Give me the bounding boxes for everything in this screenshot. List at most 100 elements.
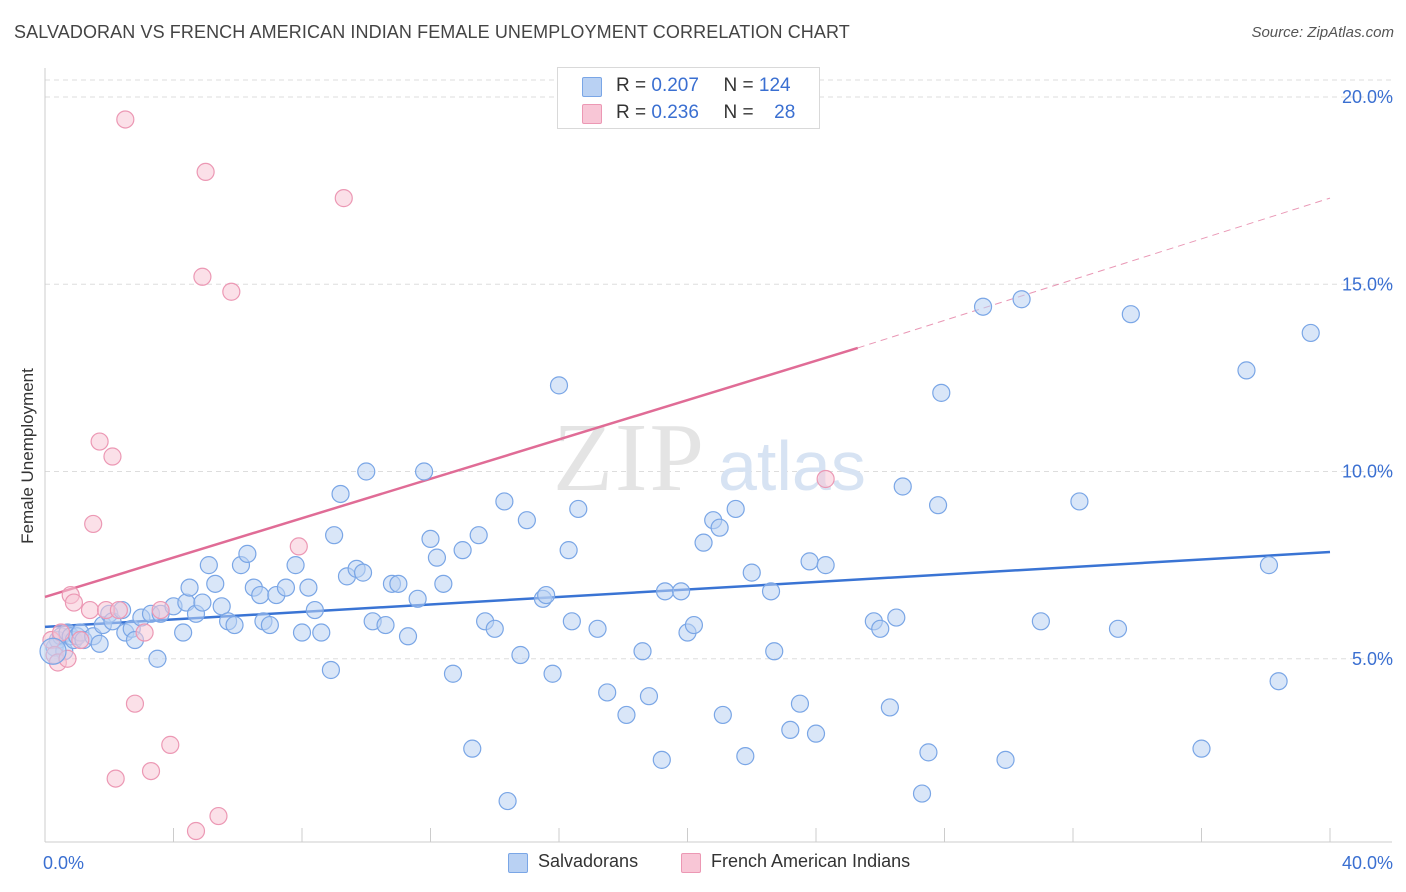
point-french-american-indians	[84, 514, 103, 534]
point-salvadorans	[376, 615, 395, 635]
point-salvadorans	[148, 649, 167, 668]
point-french-american-indians	[151, 600, 170, 620]
point-salvadorans	[1070, 492, 1089, 511]
point-salvadorans	[238, 544, 257, 563]
point-salvadorans	[325, 526, 344, 545]
point-salvadorans	[569, 499, 588, 519]
point-salvadorans	[588, 619, 607, 638]
point-salvadorans	[421, 529, 440, 549]
point-french-american-indians	[106, 769, 125, 788]
point-salvadorans	[389, 574, 408, 593]
point-salvadorans	[549, 376, 569, 395]
point-salvadorans	[694, 533, 713, 552]
point-salvadorans	[331, 484, 350, 504]
point-salvadorans	[292, 623, 312, 642]
blue-swatch	[582, 77, 602, 97]
point-salvadorans	[781, 720, 800, 740]
point-salvadorans	[193, 593, 212, 612]
point-salvadorans	[305, 600, 324, 620]
x-tick-label: 40.0%	[1342, 853, 1393, 873]
point-salvadorans	[180, 578, 199, 597]
point-french-american-indians	[125, 694, 145, 713]
point-salvadorans	[1108, 619, 1128, 638]
point-salvadorans	[434, 574, 453, 593]
point-salvadorans	[655, 582, 675, 601]
watermark-zip: ZIP	[553, 404, 706, 512]
point-salvadorans	[443, 664, 463, 683]
r-label: R =	[616, 75, 647, 96]
axes	[44, 68, 1392, 843]
n-label: N =	[723, 75, 754, 96]
point-salvadorans	[1012, 290, 1031, 309]
point-french-american-indians	[161, 735, 180, 754]
point-salvadorans	[562, 612, 581, 631]
point-salvadorans	[511, 645, 530, 665]
point-salvadorans	[1269, 672, 1288, 691]
point-salvadorans	[199, 556, 218, 575]
point-salvadorans	[598, 683, 617, 702]
point-salvadorans	[1237, 361, 1256, 380]
point-salvadorans	[710, 518, 729, 537]
point-salvadorans	[652, 750, 671, 769]
trend-extension-french-american-indians	[857, 197, 1331, 349]
point-salvadorans	[286, 556, 305, 575]
point-salvadorans	[1259, 556, 1279, 575]
point-french-american-indians	[289, 537, 308, 556]
point-salvadorans	[996, 750, 1015, 769]
point-salvadorans	[260, 615, 279, 635]
point-salvadorans	[312, 623, 331, 642]
point-salvadorans	[684, 615, 704, 635]
point-french-american-indians	[334, 189, 353, 208]
point-salvadorans	[765, 642, 784, 661]
point-salvadorans	[671, 582, 691, 601]
point-french-american-indians	[141, 761, 161, 781]
point-salvadorans-cluster	[39, 637, 67, 665]
point-french-american-indians	[80, 600, 100, 620]
point-salvadorans	[639, 687, 659, 706]
point-salvadorans	[1301, 323, 1320, 343]
point-salvadorans	[225, 615, 244, 635]
point-salvadorans	[806, 724, 826, 743]
point-salvadorans	[617, 705, 636, 725]
point-salvadorans	[174, 623, 193, 642]
point-salvadorans	[871, 619, 890, 638]
gridlines	[45, 79, 1392, 660]
point-salvadorans	[919, 743, 938, 762]
point-salvadorans	[932, 383, 951, 402]
point-salvadorans	[713, 705, 732, 725]
point-salvadorans	[1192, 739, 1211, 758]
legend-label: Salvadorans	[538, 851, 639, 871]
point-salvadorans	[495, 492, 514, 511]
y-tick-label: 5.0%	[1352, 649, 1393, 669]
point-french-american-indians	[222, 282, 241, 301]
point-salvadorans	[414, 462, 434, 481]
watermark-atlas: atlas	[718, 427, 866, 505]
point-french-american-indians	[116, 110, 135, 129]
chart-title: SALVADORAN VS FRENCH AMERICAN INDIAN FEM…	[14, 22, 850, 42]
point-salvadorans	[816, 556, 835, 575]
point-salvadorans	[299, 578, 318, 597]
n-value: 124	[758, 75, 791, 96]
point-salvadorans	[973, 297, 993, 316]
point-salvadorans	[1121, 305, 1140, 324]
r-value: 0.207	[651, 75, 699, 96]
point-salvadorans	[537, 585, 556, 605]
point-salvadorans	[90, 634, 109, 653]
point-salvadorans	[736, 747, 755, 766]
point-french-american-indians	[64, 593, 84, 612]
point-salvadorans	[726, 499, 745, 519]
point-french-american-indians	[209, 806, 228, 826]
r-value: 0.236	[651, 102, 699, 123]
stats-legend: R = 0.207 N = 124 R = 0.236 N = 28	[557, 67, 820, 129]
point-salvadorans	[517, 511, 536, 530]
x-tick-label: 0.0%	[43, 853, 84, 873]
point-salvadorans	[427, 548, 447, 567]
point-salvadorans	[357, 462, 376, 481]
r-label: R =	[616, 102, 647, 123]
point-salvadorans	[790, 694, 810, 713]
point-french-american-indians	[103, 447, 122, 466]
legend-label: French American Indians	[711, 851, 911, 871]
blue-swatch	[508, 853, 528, 873]
source-label: Source: ZipAtlas.com	[1251, 24, 1394, 41]
